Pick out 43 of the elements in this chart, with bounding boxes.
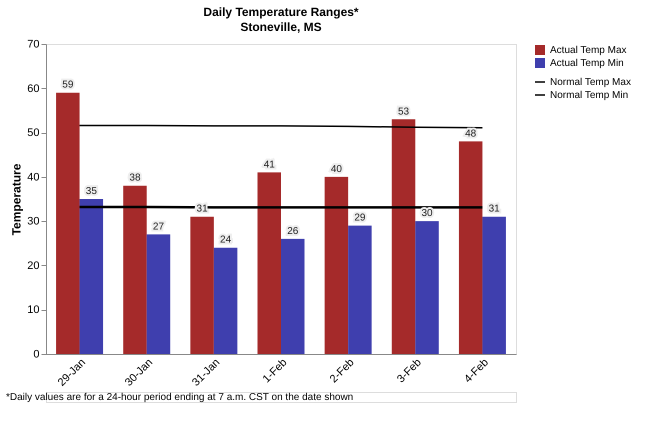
data-label: 29 [354,212,366,224]
legend-label: Normal Temp Min [550,90,628,101]
bar [458,141,482,354]
data-label: 38 [129,172,141,184]
data-label: 59 [62,80,74,91]
bar [56,92,80,354]
y-tick-label: 70 [27,38,40,50]
bar [482,216,506,354]
y-tick-label: 20 [27,260,40,272]
bar [123,186,147,354]
legend-label: Normal Temp Max [550,77,631,88]
bar [190,216,214,354]
legend-label: Actual Temp Min [550,58,624,69]
chart-subtitle: Stoneville, MS [240,20,322,34]
text: *Daily values are for a 24-hour period ending at 7 a.m. CST on the date shown [6,392,354,403]
data-label: 27 [152,221,164,232]
legend-label: Actual Temp Max [550,45,627,56]
bar [214,248,238,354]
y-tick-label: 0 [33,348,40,360]
data-label: 35 [86,186,98,197]
chart-title: Daily Temperature Ranges* [203,5,359,19]
bar [80,199,104,354]
data-label: 26 [287,226,299,237]
bar [415,221,439,354]
data-label: 30 [421,208,434,220]
data-label: 40 [330,164,342,175]
y-tick-label: 30 [27,216,40,228]
data-label: 48 [465,128,477,140]
bar [392,119,416,354]
data-label: 24 [220,234,232,246]
y-axis-title: Temperature [9,163,24,236]
bar [258,172,281,354]
y-tick-label: 10 [27,304,40,316]
y-tick-label: 40 [27,171,40,184]
bar [281,238,304,354]
y-tick-label: 50 [27,127,40,140]
bar [348,226,372,354]
bar [324,176,348,354]
y-tick-label: 60 [27,82,40,95]
data-label: 41 [264,159,276,170]
data-label: 53 [398,106,410,118]
data-label: 31 [488,204,500,215]
bar [146,234,170,354]
